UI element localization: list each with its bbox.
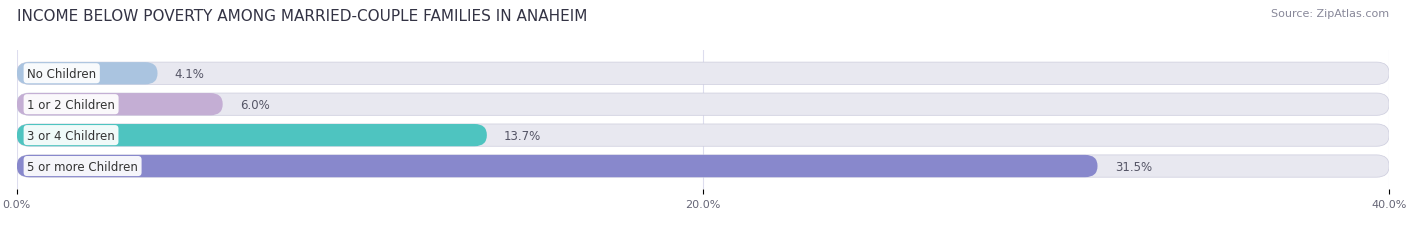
Text: 6.0%: 6.0% xyxy=(240,98,270,111)
Text: 3 or 4 Children: 3 or 4 Children xyxy=(27,129,115,142)
Text: 13.7%: 13.7% xyxy=(503,129,541,142)
FancyBboxPatch shape xyxy=(17,94,1389,116)
Text: 1 or 2 Children: 1 or 2 Children xyxy=(27,98,115,111)
FancyBboxPatch shape xyxy=(17,125,486,147)
FancyBboxPatch shape xyxy=(17,63,157,85)
Text: No Children: No Children xyxy=(27,67,96,80)
Text: 5 or more Children: 5 or more Children xyxy=(27,160,138,173)
Text: 4.1%: 4.1% xyxy=(174,67,204,80)
Text: INCOME BELOW POVERTY AMONG MARRIED-COUPLE FAMILIES IN ANAHEIM: INCOME BELOW POVERTY AMONG MARRIED-COUPL… xyxy=(17,9,588,24)
FancyBboxPatch shape xyxy=(17,125,1389,147)
Text: 31.5%: 31.5% xyxy=(1115,160,1152,173)
FancyBboxPatch shape xyxy=(17,155,1389,177)
Text: Source: ZipAtlas.com: Source: ZipAtlas.com xyxy=(1271,9,1389,19)
FancyBboxPatch shape xyxy=(17,155,1098,177)
FancyBboxPatch shape xyxy=(17,63,1389,85)
FancyBboxPatch shape xyxy=(17,94,222,116)
